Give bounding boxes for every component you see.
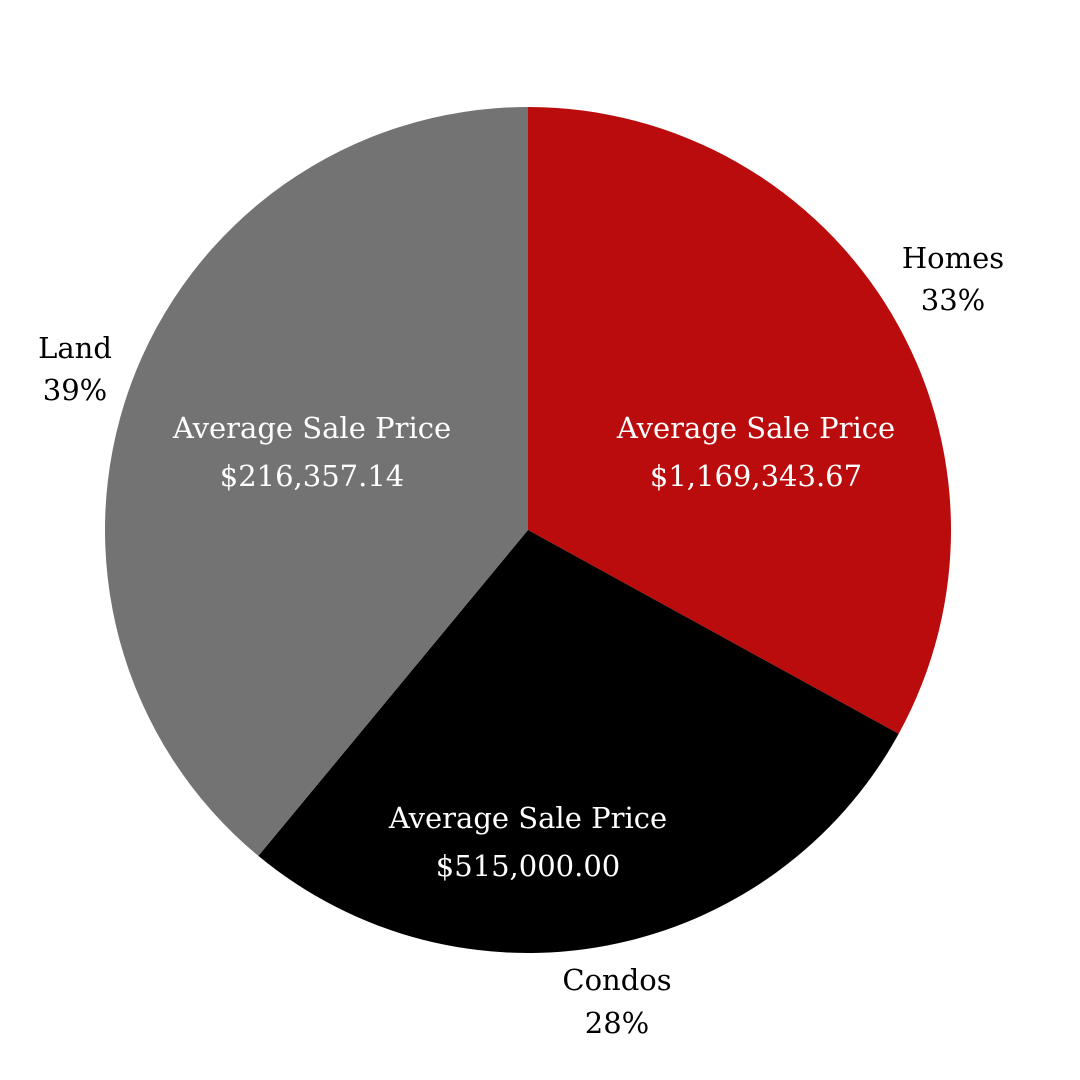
slice-inner-title-condos: Average Sale Price (388, 801, 667, 835)
slice-inner-value-land: $216,357.14 (220, 459, 405, 493)
slice-category-label-land: Land (38, 331, 112, 365)
slice-inner-title-land: Average Sale Price (172, 411, 451, 445)
slice-percent-label-homes: 33% (921, 283, 985, 317)
slice-inner-title-homes: Average Sale Price (616, 411, 895, 445)
slice-category-label-condos: Condos (562, 963, 671, 997)
slice-inner-value-condos: $515,000.00 (436, 849, 621, 883)
slice-percent-label-condos: 28% (585, 1006, 649, 1040)
pie-slice-homes (528, 106, 952, 734)
pie-slices (104, 106, 952, 954)
pie-slice-land (104, 106, 529, 856)
slice-inner-value-homes: $1,169,343.67 (650, 459, 862, 493)
slice-percent-label-land: 39% (43, 373, 107, 407)
slice-category-label-homes: Homes (902, 241, 1004, 275)
pie-slice-condos (258, 530, 899, 954)
